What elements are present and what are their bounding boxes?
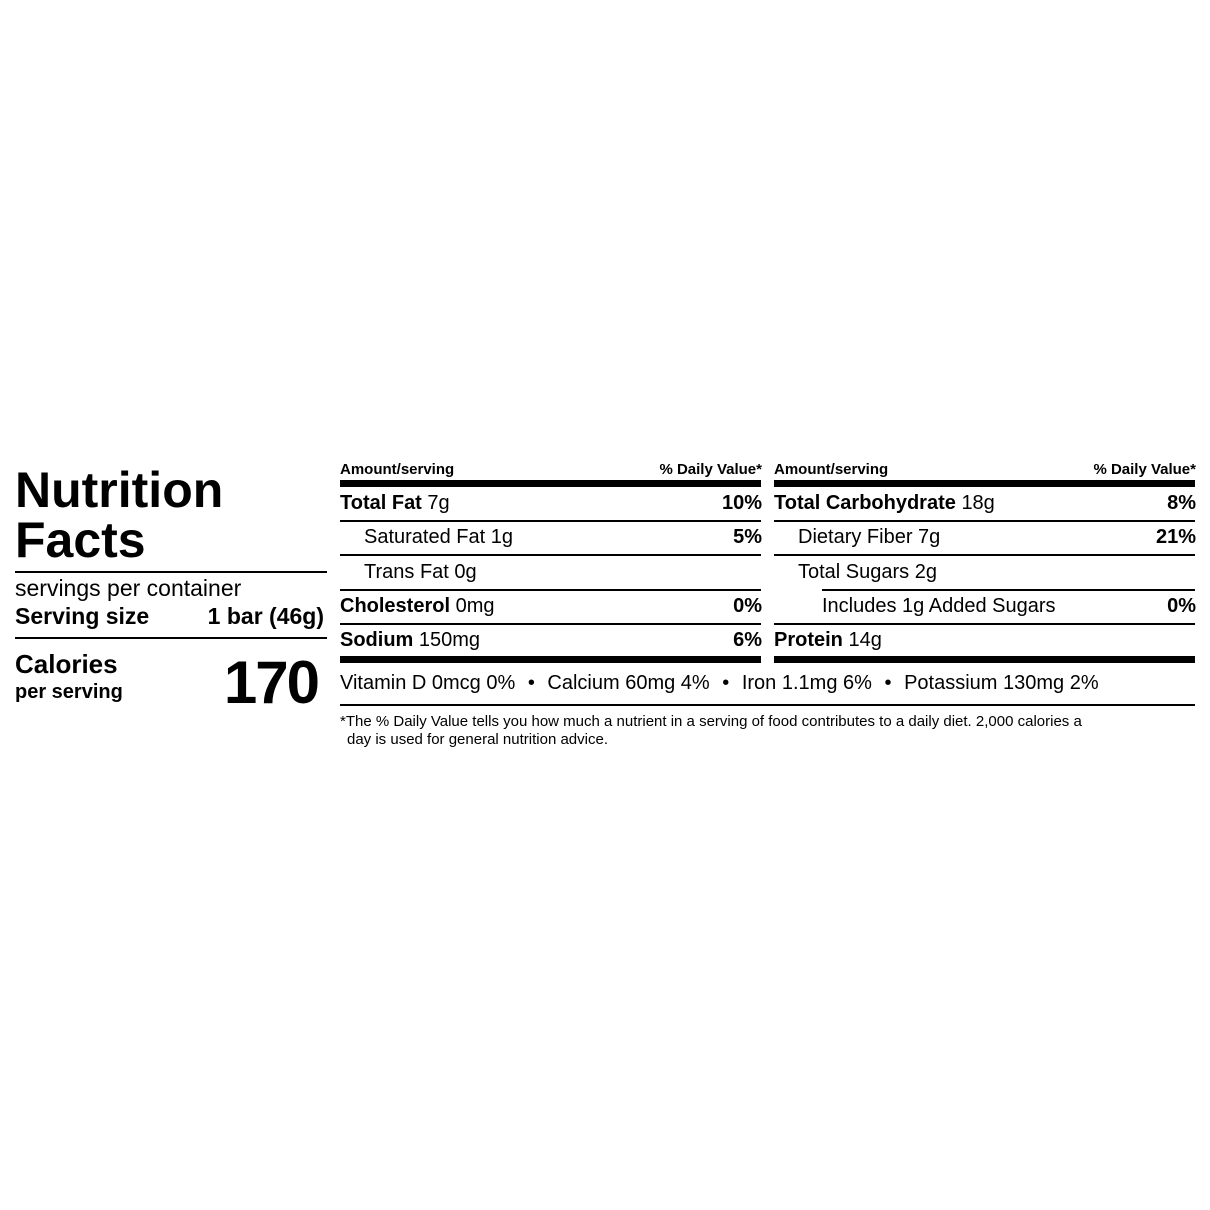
divider — [15, 571, 327, 573]
nutrient-row-cholesterol: Cholesterol 0mg 0% — [340, 589, 762, 623]
nutrient-name: Protein — [774, 628, 843, 651]
serving-size-label: Serving size — [15, 603, 150, 629]
serving-size-value: 1 bar (46g) — [207, 603, 324, 629]
nutrient-row-protein: Protein 14g — [774, 623, 1196, 657]
nutrient-dv: 0% — [733, 594, 762, 617]
nutrient-dv: 5% — [733, 525, 762, 548]
nutrient-amount: 150mg — [418, 628, 481, 651]
nutrient-dv: 21% — [1155, 525, 1196, 548]
divider — [340, 554, 761, 556]
nutrient-row-total-sugars: Total Sugars 2g — [798, 555, 1196, 589]
nutrient-row-added-sugars: Includes 1g Added Sugars 0% — [822, 589, 1196, 623]
nutrient-amount: 7g — [427, 491, 450, 514]
amount-header: Amount/serving — [340, 461, 455, 478]
nutrient-amount: 1g — [490, 525, 513, 548]
nutrient-name: Total Sugars — [798, 560, 910, 583]
calories-value: 170 — [223, 649, 320, 716]
thick-bar — [774, 480, 1195, 487]
micronutrient-vitamin-d: Vitamin D 0mcg 0% — [340, 672, 516, 694]
nutrient-name: Total Carbohydrate — [774, 491, 956, 514]
divider — [774, 554, 1195, 556]
divider — [774, 623, 1195, 625]
nutrient-name: Sodium — [340, 628, 414, 651]
dv-header: % Daily Value* — [659, 461, 762, 478]
nutrient-amount: 0g — [454, 560, 477, 583]
nutrient-name: Total Fat — [340, 491, 422, 514]
footnote-line2: day is used for general nutrition advice… — [347, 731, 608, 748]
divider — [340, 520, 761, 522]
divider — [822, 589, 1195, 591]
bullet-separator: • — [722, 672, 730, 694]
bullet-separator: • — [527, 672, 535, 694]
nutrient-name: Trans Fat — [364, 560, 449, 583]
nutrient-name: Includes 1g Added Sugars — [822, 594, 1056, 617]
divider — [15, 637, 327, 639]
dv-header: % Daily Value* — [1093, 461, 1196, 478]
thick-bar — [340, 656, 761, 663]
servings-per-container: servings per container — [15, 575, 242, 601]
right-header: Amount/serving % Daily Value* — [774, 461, 1196, 478]
nutrient-amount: 18g — [961, 491, 995, 514]
nutrient-name: Dietary Fiber — [798, 525, 913, 548]
divider — [774, 520, 1195, 522]
thick-bar — [774, 656, 1195, 663]
nutrient-amount: 14g — [848, 628, 882, 651]
nutrient-amount: 0mg — [455, 594, 495, 617]
footnote-line1: *The % Daily Value tells you how much a … — [340, 713, 1082, 730]
nutrient-dv: 6% — [733, 628, 762, 651]
thick-bar — [340, 480, 761, 487]
nutrient-name: Cholesterol — [340, 594, 451, 617]
calories-sub: per serving — [15, 681, 123, 703]
micronutrient-potassium: Potassium 130mg 2% — [904, 672, 1099, 694]
divider — [340, 589, 761, 591]
divider — [340, 704, 1195, 706]
nutrient-row-dietary-fiber: Dietary Fiber 7g 21% — [798, 520, 1196, 554]
micronutrient-iron: Iron 1.1mg 6% — [741, 672, 872, 694]
nutrient-dv: 0% — [1167, 594, 1196, 617]
micronutrient-calcium: Calcium 60mg 4% — [547, 672, 710, 694]
amount-header: Amount/serving — [774, 461, 889, 478]
calories-label: Calories — [15, 649, 118, 679]
nutrient-dv: 8% — [1167, 491, 1196, 514]
nutrient-row-total-fat: Total Fat 7g 10% — [340, 486, 762, 520]
nutrient-row-total-carbohydrate: Total Carbohydrate 18g 8% — [774, 486, 1196, 520]
micronutrients-line: Vitamin D 0mcg 0% • Calcium 60mg 4% • Ir… — [340, 672, 1099, 695]
nutrient-row-sodium: Sodium 150mg 6% — [340, 623, 762, 657]
nutrient-amount: 2g — [914, 560, 937, 583]
title-nutrition: Nutrition — [15, 462, 224, 518]
bullet-separator: • — [884, 672, 892, 694]
left-header: Amount/serving % Daily Value* — [340, 461, 762, 478]
nutrient-name: Saturated Fat — [364, 525, 486, 548]
divider — [340, 623, 761, 625]
nutrient-dv: 10% — [721, 491, 762, 514]
nutrient-amount: 7g — [918, 525, 941, 548]
nutrient-row-trans-fat: Trans Fat 0g — [364, 555, 762, 589]
nutrient-row-saturated-fat: Saturated Fat 1g 5% — [364, 520, 762, 554]
title-facts: Facts — [15, 512, 146, 568]
